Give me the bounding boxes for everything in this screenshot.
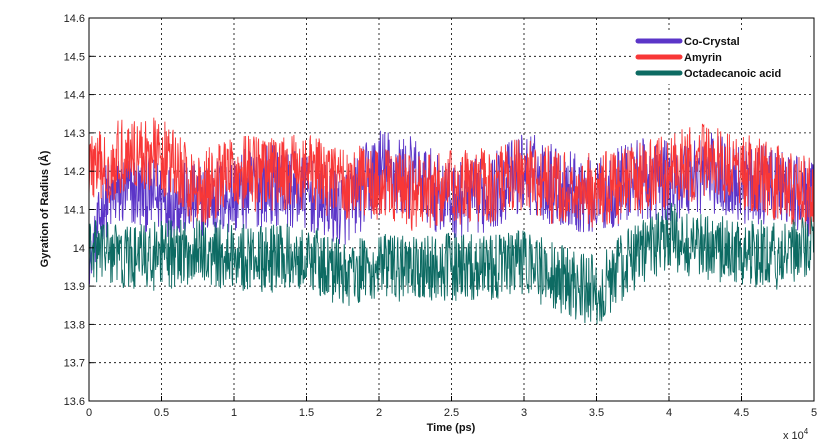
legend-label: Octadecanoic acid bbox=[684, 68, 781, 80]
x-tick-label: 5 bbox=[811, 407, 817, 419]
x-axis-label: Time (ps) bbox=[427, 422, 476, 434]
y-axis-label: Gyration of Radius (Å) bbox=[38, 150, 51, 267]
legend: Co-Crystal Amyrin Octadecanoic acid bbox=[635, 36, 781, 80]
x-tick-label: 0 bbox=[86, 407, 92, 419]
x-tick-label: 1.5 bbox=[299, 407, 314, 419]
y-tick-label: 14 bbox=[73, 243, 85, 255]
x-tick-label: 3 bbox=[521, 407, 527, 419]
y-tick-label: 14.6 bbox=[64, 13, 85, 25]
y-tick-label: 13.8 bbox=[64, 319, 85, 331]
axis-ticks: 0 0.5 1 1.5 2 2.5 3 3.5 4 4.5 5 13.6 13.7 13.8 13.9 14 1… bbox=[64, 13, 817, 419]
legend-label: Amyrin bbox=[684, 52, 722, 64]
y-tick-label: 14.3 bbox=[64, 128, 85, 140]
legend-label: Co-Crystal bbox=[684, 36, 740, 48]
x-tick-label: 1 bbox=[231, 407, 237, 419]
series-line-octadecanoic-acid bbox=[89, 202, 814, 325]
series-group bbox=[89, 117, 814, 325]
y-tick-label: 13.7 bbox=[64, 358, 85, 370]
series-line-amyrin bbox=[89, 117, 814, 235]
y-tick-label: 14.5 bbox=[64, 51, 85, 63]
x-tick-label: 4.5 bbox=[734, 407, 749, 419]
x-multiplier-label: x 104 bbox=[783, 427, 809, 442]
x-tick-label: 2 bbox=[376, 407, 382, 419]
y-tick-label: 14.4 bbox=[64, 90, 85, 102]
y-tick-label: 14.2 bbox=[64, 166, 85, 178]
x-tick-label: 3.5 bbox=[589, 407, 604, 419]
x-tick-label: 0.5 bbox=[154, 407, 169, 419]
y-tick-label: 14.1 bbox=[64, 205, 85, 217]
y-tick-label: 13.9 bbox=[64, 281, 85, 293]
x-tick-label: 4 bbox=[666, 407, 672, 419]
x-tick-label: 2.5 bbox=[444, 407, 459, 419]
y-tick-label: 13.6 bbox=[64, 396, 85, 408]
